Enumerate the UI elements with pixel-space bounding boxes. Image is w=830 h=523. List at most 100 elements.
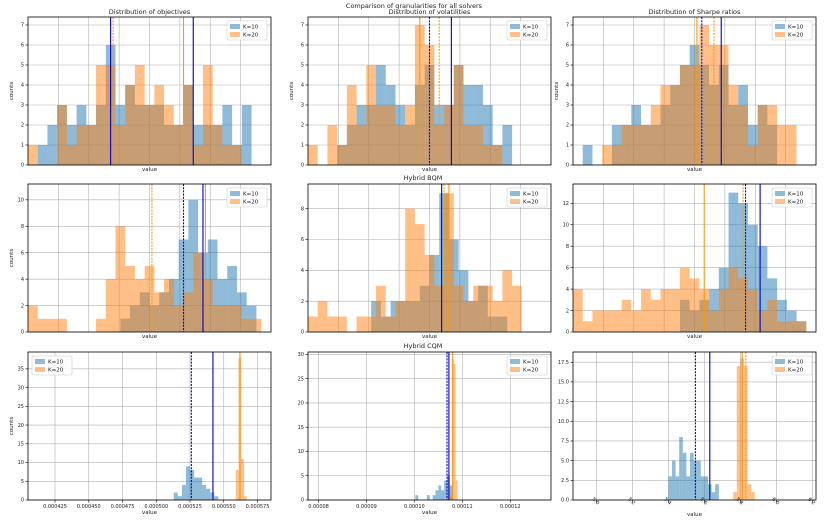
histogram-panel-3: 0 1 2 3 4 5 6 7 value counts Distribution of Sharp… (554, 8, 817, 173)
bar-k20 (463, 301, 474, 332)
y-tick-label: 5 (566, 63, 569, 69)
bar-k20 (28, 145, 38, 165)
bar-k20 (222, 145, 233, 165)
bar-k20 (709, 310, 719, 332)
y-tick-label: 6 (301, 43, 304, 49)
bar-k10 (438, 485, 442, 500)
bar-k20 (482, 145, 493, 165)
x-tick-label: 0.000525 (178, 504, 202, 510)
legend: K=10 K=20 (506, 187, 548, 208)
bar-k20 (453, 364, 456, 500)
y-tick-label: 0 (21, 163, 24, 169)
x-axis-label: value (142, 510, 158, 516)
bar-k20 (660, 85, 671, 165)
bar-k10 (214, 496, 219, 500)
axes-frame (307, 351, 552, 501)
legend-swatch (510, 367, 520, 372)
axes-frame (27, 351, 272, 501)
legend-swatch (775, 191, 785, 196)
x-tick-label: 0.000450 (77, 504, 101, 510)
legend: K=10 K=20 (771, 355, 813, 376)
axes-frame (307, 183, 552, 333)
legend-label: K=20 (523, 368, 539, 374)
bar-k20 (679, 267, 690, 332)
axes-frame (27, 16, 272, 166)
bar-k20 (356, 125, 367, 165)
x-tick-label: 5.2 (626, 497, 636, 507)
x-tick-label: 5.0 (590, 497, 600, 507)
y-tick-label: 10 (298, 449, 304, 455)
bar-k20 (670, 289, 680, 332)
legend: K=10 K=20 (226, 20, 268, 41)
bar-k20 (582, 321, 593, 332)
legend-swatch (510, 191, 520, 196)
bar-k20 (777, 125, 787, 165)
y-tick-label: 10.0 (558, 419, 569, 425)
legend: K=10 K=20 (506, 355, 548, 376)
bar-k10 (679, 437, 683, 500)
y-tick-label: 2 (566, 308, 569, 314)
bar-k20 (366, 316, 377, 332)
bar-k20 (699, 25, 710, 165)
bar-k20 (144, 105, 155, 165)
y-tick-label: 6 (566, 43, 569, 49)
bar-k20 (777, 321, 787, 332)
legend-swatch (230, 191, 240, 196)
y-tick-label: 4 (301, 83, 304, 89)
legend-label: K=10 (523, 25, 539, 31)
y-tick-label: 15.0 (558, 380, 569, 386)
row-title-cqm: Hybrid CQM (404, 342, 443, 350)
bar-k20 (28, 305, 38, 332)
bar-k10 (185, 466, 190, 500)
bar-k10 (682, 452, 687, 500)
legend-label: K=20 (48, 368, 64, 374)
legend-label: K=10 (243, 192, 259, 198)
y-tick-label: 35 (18, 367, 24, 373)
x-axis-label: value (687, 512, 703, 518)
bar-k10 (435, 490, 439, 500)
bar-k20 (134, 279, 145, 332)
bar-k20 (154, 292, 165, 332)
y-tick-label: 12 (563, 201, 569, 207)
bar-k20 (154, 85, 165, 165)
bar-k20 (602, 310, 612, 332)
y-tick-label: 8 (21, 224, 24, 230)
y-tick-label: 2 (566, 123, 569, 129)
y-tick-label: 30 (298, 352, 304, 358)
bar-k20 (689, 278, 700, 332)
bar-k10 (711, 492, 716, 500)
bar-k20 (37, 318, 48, 332)
bar-k20 (115, 125, 126, 165)
bar-k20 (405, 208, 415, 332)
legend: K=10 K=20 (226, 187, 268, 208)
bar-k20 (751, 492, 755, 500)
bar-k20 (317, 301, 328, 332)
y-tick-label: 17.5 (558, 360, 569, 366)
bar-k10 (449, 485, 453, 500)
bar-k20 (251, 318, 262, 332)
bar-k20 (631, 125, 642, 165)
y-tick-label: 10 (563, 222, 569, 228)
bar-k10 (190, 470, 195, 500)
y-tick-label: 3 (301, 103, 304, 109)
bar-k20 (455, 480, 458, 500)
legend-swatch (775, 359, 785, 364)
bar-k20 (183, 292, 194, 332)
bar-k10 (757, 246, 768, 332)
bar-k10 (222, 105, 233, 165)
bar-k20 (57, 318, 67, 332)
bar-k10 (210, 492, 215, 500)
y-tick-label: 2 (21, 303, 24, 309)
bar-k20 (424, 254, 435, 332)
y-tick-label: 7 (301, 23, 304, 29)
y-tick-label: 5 (21, 479, 24, 485)
bar-k20 (689, 65, 700, 165)
bar-k10 (668, 476, 672, 500)
bar-k20 (463, 125, 474, 165)
x-tick-label: 5.4 (662, 497, 672, 507)
bar-k20 (96, 318, 106, 332)
bar-k20 (76, 125, 87, 165)
bar-k10 (181, 485, 186, 500)
bar-k20 (212, 125, 223, 165)
bar-k10 (415, 495, 419, 500)
